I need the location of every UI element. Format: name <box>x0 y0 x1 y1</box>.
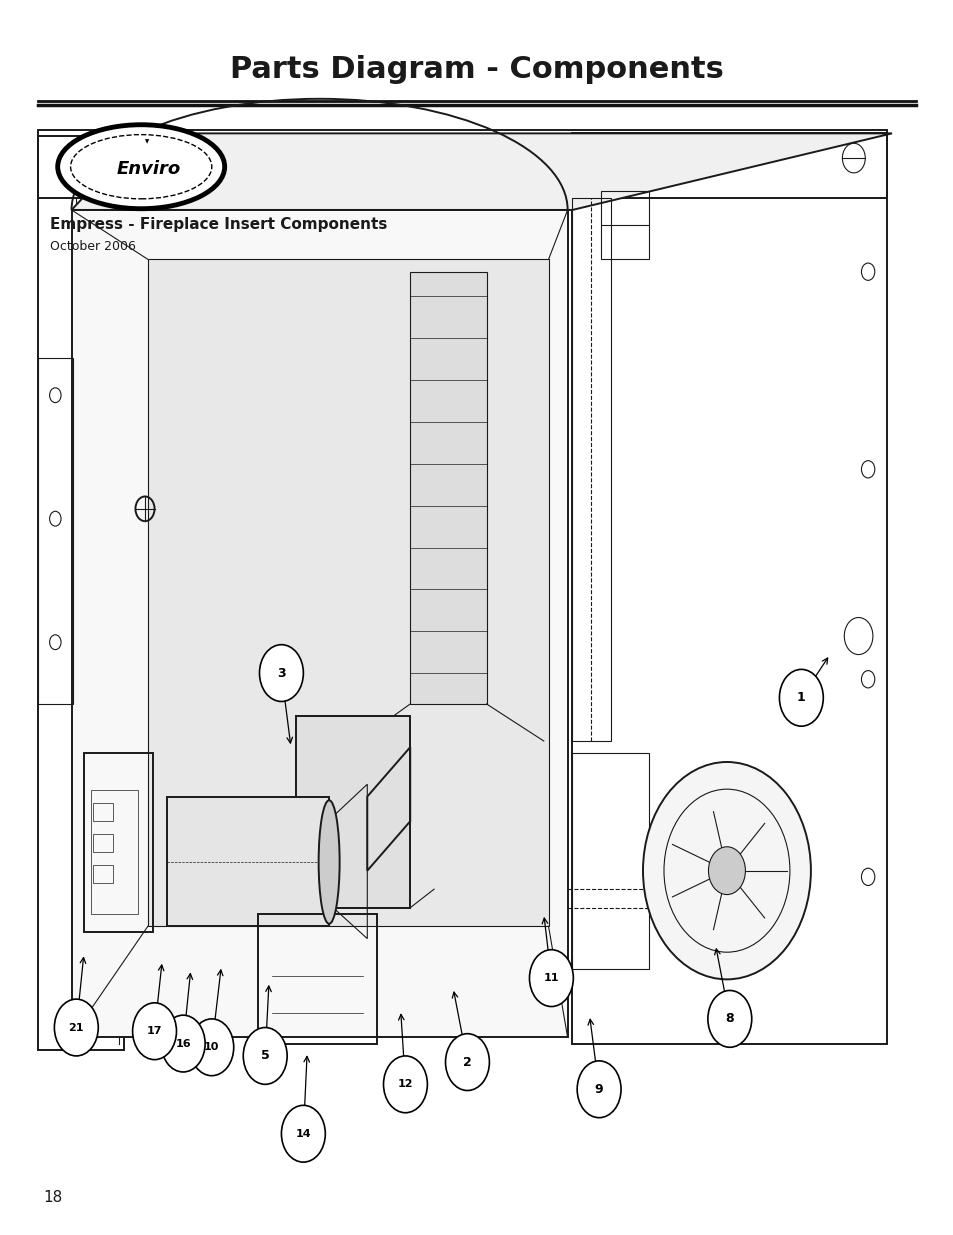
Circle shape <box>54 999 98 1056</box>
Text: 3: 3 <box>276 667 286 679</box>
Text: 12: 12 <box>397 1079 413 1089</box>
Text: Empress - Fireplace Insert Components: Empress - Fireplace Insert Components <box>50 217 387 232</box>
Text: Enviro: Enviro <box>116 161 181 178</box>
Ellipse shape <box>318 800 339 924</box>
Circle shape <box>707 990 751 1047</box>
Text: 8: 8 <box>724 1013 734 1025</box>
Circle shape <box>383 1056 427 1113</box>
Circle shape <box>161 1015 205 1072</box>
Text: 10: 10 <box>204 1042 219 1052</box>
Polygon shape <box>71 133 891 210</box>
Text: 1: 1 <box>796 692 805 704</box>
Polygon shape <box>410 272 486 704</box>
Circle shape <box>642 762 810 979</box>
Polygon shape <box>71 210 567 1037</box>
Polygon shape <box>167 797 329 926</box>
Circle shape <box>190 1019 233 1076</box>
Text: ▼: ▼ <box>145 140 149 144</box>
Polygon shape <box>148 259 548 926</box>
Text: 14: 14 <box>295 1129 311 1139</box>
Circle shape <box>779 669 822 726</box>
Text: 18: 18 <box>43 1191 62 1205</box>
Circle shape <box>529 950 573 1007</box>
Polygon shape <box>295 716 410 908</box>
Text: 21: 21 <box>69 1023 84 1032</box>
Circle shape <box>132 1003 176 1060</box>
Text: Parts Diagram - Components: Parts Diagram - Components <box>230 54 723 84</box>
Text: 16: 16 <box>175 1039 191 1049</box>
Text: October 2006: October 2006 <box>50 241 135 253</box>
Text: 2: 2 <box>462 1056 472 1068</box>
Ellipse shape <box>58 125 225 209</box>
Circle shape <box>577 1061 620 1118</box>
Circle shape <box>445 1034 489 1091</box>
Text: 11: 11 <box>543 973 558 983</box>
Text: 17: 17 <box>147 1026 162 1036</box>
Text: 9: 9 <box>594 1083 603 1095</box>
Circle shape <box>708 847 744 894</box>
Text: 5: 5 <box>260 1050 270 1062</box>
Circle shape <box>243 1028 287 1084</box>
Circle shape <box>281 1105 325 1162</box>
Circle shape <box>259 645 303 701</box>
